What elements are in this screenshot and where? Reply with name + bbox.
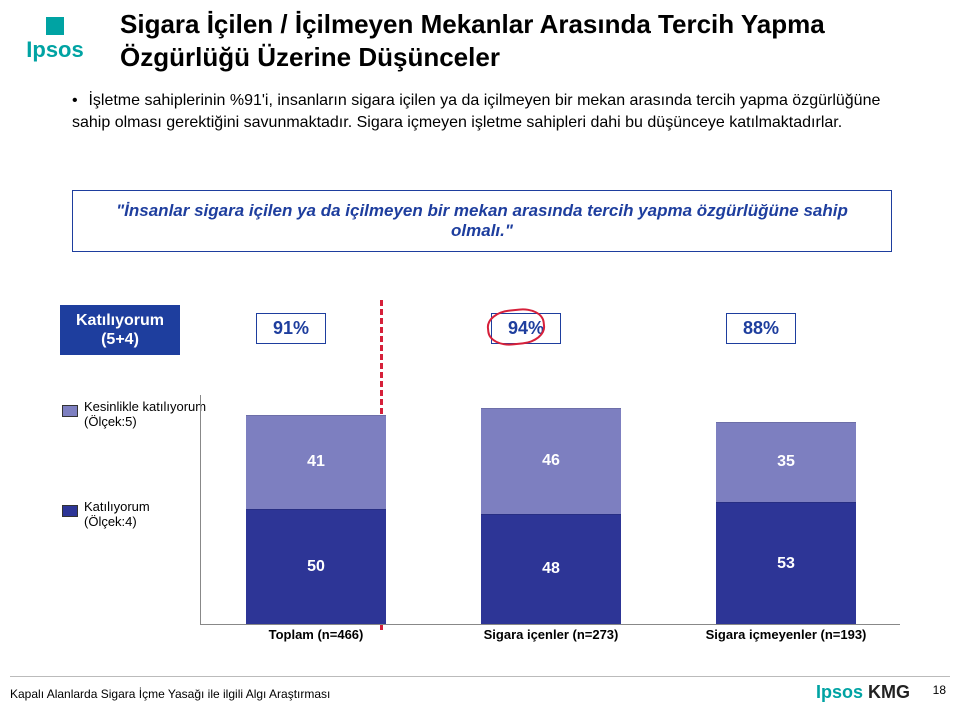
bar-column: 4150 — [246, 415, 386, 624]
logo-square-icon — [46, 17, 64, 35]
bar-column: 3553 — [716, 422, 856, 624]
x-axis-label: Sigara içmeyenler (n=193) — [686, 627, 886, 642]
footer-divider — [10, 676, 950, 677]
legend-swatch-strongly-agree — [62, 405, 78, 417]
bar-column: 4648 — [481, 408, 621, 624]
agree-percent-nonsmokers: 88% — [726, 313, 796, 344]
footer-logo-kmg: KMG — [868, 682, 910, 702]
agree-combined-label: Katılıyorum (5+4) — [60, 305, 180, 355]
agree-label-line1: Katılıyorum — [70, 311, 170, 330]
bar-segment-strongly-agree: 35 — [716, 422, 856, 503]
agree-percent-total: 91% — [256, 313, 326, 344]
agree-percent-smokers: 94% — [491, 313, 561, 344]
intro-text: İşletme sahiplerinin %91'i, insanların s… — [72, 92, 880, 131]
stacked-bar-chart: 4150Toplam (n=466)4648Sigara içenler (n=… — [200, 395, 900, 625]
logo-text: Ipsos — [26, 37, 83, 63]
footer-logo-ipsos: Ipsos — [816, 682, 863, 702]
bar-segment-agree: 48 — [481, 514, 621, 624]
bar-segment-strongly-agree: 41 — [246, 415, 386, 509]
footer-logo: Ipsos KMG — [816, 682, 910, 703]
x-axis-label: Toplam (n=466) — [216, 627, 416, 642]
page-number: 18 — [933, 683, 946, 697]
framed-quote: "İnsanlar sigara içilen ya da içilmeyen … — [72, 190, 892, 252]
footer-study-name: Kapalı Alanlarda Sigara İçme Yasağı ile … — [10, 687, 330, 701]
legend-strongly-agree-l1: Kesinlikle katılıyorum — [84, 400, 206, 415]
intro-paragraph: • İşletme sahiplerinin %91'i, insanların… — [72, 90, 902, 133]
bar-segment-strongly-agree: 46 — [481, 408, 621, 514]
bar-segment-agree: 53 — [716, 502, 856, 624]
legend-agree-l1: Katılıyorum — [84, 500, 150, 515]
x-axis-label: Sigara içenler (n=273) — [451, 627, 651, 642]
legend-strongly-agree-l2: (Ölçek:5) — [84, 415, 206, 430]
bar-segment-agree: 50 — [246, 509, 386, 624]
page-title: Sigara İçilen / İçilmeyen Mekanlar Arası… — [120, 8, 940, 73]
ipsos-logo: Ipsos — [10, 10, 100, 70]
legend-strongly-agree: Kesinlikle katılıyorum (Ölçek:5) — [84, 400, 206, 430]
legend-agree: Katılıyorum (Ölçek:4) — [84, 500, 150, 530]
legend-swatch-agree — [62, 505, 78, 517]
legend-agree-l2: (Ölçek:4) — [84, 515, 150, 530]
agree-label-line2: (5+4) — [70, 330, 170, 349]
